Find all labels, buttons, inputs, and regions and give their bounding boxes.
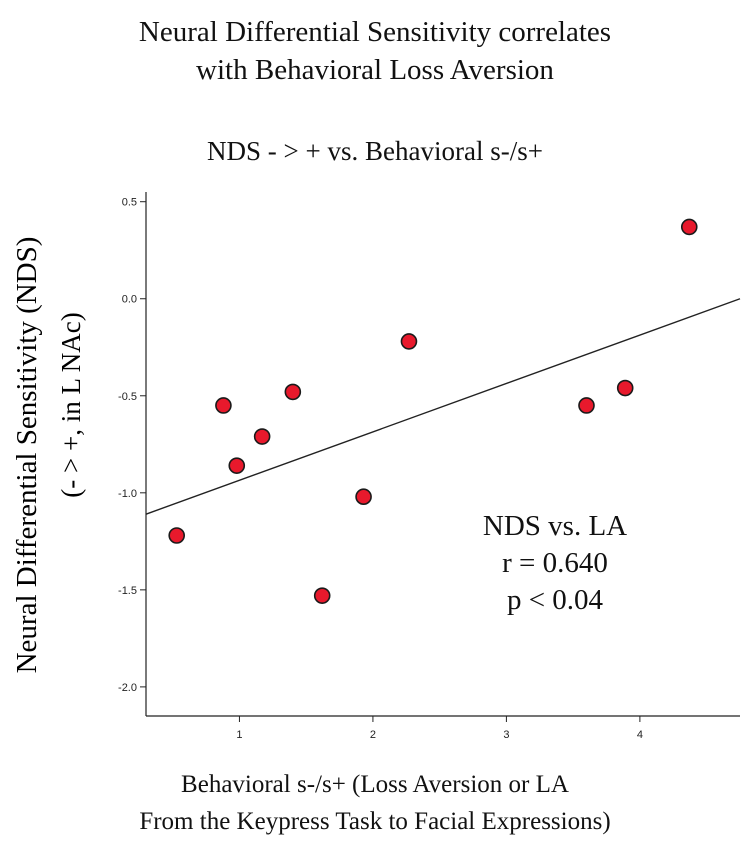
data-point xyxy=(284,383,302,401)
data-point xyxy=(168,527,186,544)
data-point xyxy=(578,397,595,414)
y-tick-label: 0.0 xyxy=(122,294,137,306)
x-tick-label: 1 xyxy=(236,729,242,741)
annotation-line2: r = 0.640 xyxy=(502,547,608,579)
y-tick-label: -1.5 xyxy=(118,585,137,597)
chart-title-line1: Neural Differential Sensitivity correlat… xyxy=(138,16,612,48)
y-tick-label: 0.5 xyxy=(122,197,137,209)
data-point xyxy=(215,397,232,414)
chart-title-line2: with Behavioral Loss Aversion xyxy=(196,54,554,86)
data-point xyxy=(680,218,698,236)
data-point xyxy=(228,457,246,474)
y-tick-label: -1.0 xyxy=(118,488,137,500)
data-point xyxy=(400,333,418,350)
data-point xyxy=(355,488,372,505)
data-point xyxy=(616,379,634,397)
chart-subtitle: NDS - > + vs. Behavioral s-/s+ xyxy=(207,136,543,166)
x-tick-label: 2 xyxy=(370,729,376,741)
data-point xyxy=(253,428,271,445)
x-axis-label-line1: Behavioral s-/s+ (Loss Aversion or LA xyxy=(181,771,569,798)
annotation-line1: NDS vs. LA xyxy=(482,510,628,542)
x-tick-label: 4 xyxy=(637,729,643,741)
annotation-line3: p < 0.04 xyxy=(506,584,604,616)
y-axis-label-line1: Neural Differential Sensitivity (NDS) xyxy=(11,237,43,674)
regression-line xyxy=(145,298,741,515)
y-tick-label: -2.0 xyxy=(118,682,137,694)
x-axis-label-line2: From the Keypress Task to Facial Express… xyxy=(139,808,611,835)
data-point xyxy=(313,587,331,604)
x-tick-label: 3 xyxy=(503,729,509,741)
y-tick-label: -0.5 xyxy=(118,391,137,403)
y-axis-label-line2: (- > +, in L NAc) xyxy=(56,312,86,497)
